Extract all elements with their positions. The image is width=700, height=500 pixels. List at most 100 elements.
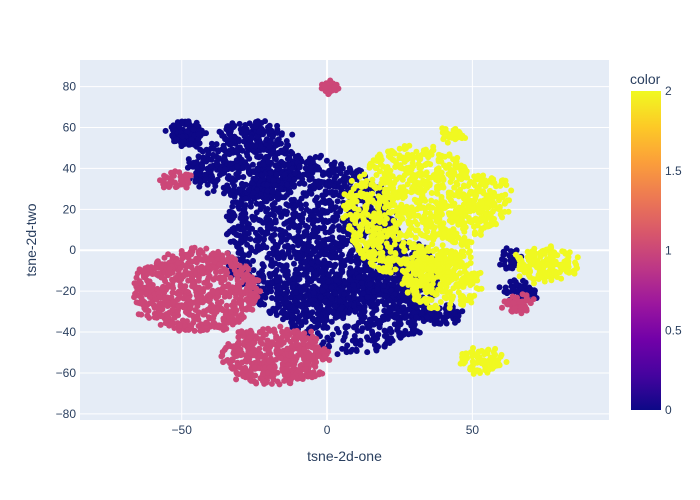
data-point xyxy=(304,360,311,367)
data-point xyxy=(305,216,312,223)
data-point xyxy=(289,150,296,157)
data-point xyxy=(260,219,267,226)
data-point xyxy=(343,184,350,190)
data-point xyxy=(318,317,325,324)
data-point xyxy=(312,154,319,160)
data-point xyxy=(328,204,334,211)
data-point xyxy=(496,284,503,291)
data-point xyxy=(248,281,255,288)
data-point xyxy=(198,162,205,169)
data-point xyxy=(222,311,229,318)
data-point xyxy=(254,120,261,127)
data-point xyxy=(277,295,284,302)
data-point xyxy=(308,323,315,330)
data-point xyxy=(426,204,433,211)
data-point xyxy=(334,351,341,358)
data-point xyxy=(224,250,231,257)
data-point xyxy=(314,330,321,336)
data-point xyxy=(266,143,273,150)
data-point xyxy=(348,254,354,260)
data-point xyxy=(223,302,230,309)
data-point xyxy=(321,83,328,90)
data-point xyxy=(247,203,254,210)
data-point xyxy=(439,174,446,181)
data-point xyxy=(302,366,309,373)
data-point xyxy=(412,234,419,241)
data-point xyxy=(377,321,383,327)
data-point xyxy=(213,308,220,315)
data-point xyxy=(182,283,189,290)
data-point xyxy=(196,254,203,261)
data-point xyxy=(165,281,172,288)
data-point xyxy=(320,324,327,331)
data-point xyxy=(252,142,259,149)
data-point xyxy=(290,211,297,217)
data-point xyxy=(443,320,450,327)
data-point xyxy=(340,175,347,182)
data-point xyxy=(276,209,283,216)
data-point xyxy=(454,317,461,324)
data-point xyxy=(279,227,285,234)
data-point xyxy=(234,362,241,369)
data-point xyxy=(257,245,264,252)
data-point xyxy=(247,306,253,312)
data-point xyxy=(335,329,342,336)
data-point xyxy=(278,236,285,242)
data-point xyxy=(391,241,398,248)
data-point xyxy=(429,213,436,220)
data-point xyxy=(527,300,534,307)
data-point xyxy=(286,277,293,283)
data-point xyxy=(184,177,191,184)
data-point xyxy=(327,262,334,268)
data-point xyxy=(267,284,274,291)
data-point xyxy=(201,311,208,318)
data-point xyxy=(228,254,235,261)
data-point xyxy=(300,210,307,217)
data-point xyxy=(326,197,333,204)
data-point xyxy=(356,311,363,318)
data-point xyxy=(315,258,322,265)
data-point xyxy=(292,341,299,348)
data-point xyxy=(278,130,285,137)
data-point xyxy=(239,181,246,188)
data-point xyxy=(237,187,243,194)
data-point xyxy=(364,294,371,301)
data-point xyxy=(155,270,162,277)
data-point xyxy=(238,267,245,274)
data-point xyxy=(339,251,345,258)
data-point xyxy=(250,372,257,379)
data-point xyxy=(325,236,332,243)
data-point xyxy=(359,274,366,281)
data-point xyxy=(530,291,537,298)
data-point xyxy=(339,310,346,317)
data-point xyxy=(339,345,346,352)
data-point xyxy=(389,148,396,155)
data-point xyxy=(268,271,275,278)
data-point xyxy=(377,194,384,201)
data-point xyxy=(163,311,170,318)
data-point xyxy=(236,205,243,212)
data-point xyxy=(207,177,214,184)
data-point xyxy=(283,138,290,144)
data-point xyxy=(359,284,366,291)
data-point xyxy=(312,228,319,234)
data-point xyxy=(368,337,375,344)
data-point xyxy=(229,203,236,210)
data-point xyxy=(136,278,143,285)
data-point xyxy=(331,215,338,221)
data-point xyxy=(154,285,161,292)
data-point xyxy=(242,367,249,374)
data-point xyxy=(133,299,140,306)
data-point xyxy=(318,179,325,185)
data-point xyxy=(342,279,349,286)
data-point xyxy=(275,283,282,290)
data-point xyxy=(244,344,251,351)
data-point xyxy=(378,161,384,168)
data-point xyxy=(264,214,271,220)
data-point xyxy=(340,315,347,322)
data-point xyxy=(214,158,220,165)
data-point xyxy=(293,266,299,273)
data-point xyxy=(251,352,258,359)
data-point xyxy=(216,261,223,267)
data-point xyxy=(236,338,242,345)
